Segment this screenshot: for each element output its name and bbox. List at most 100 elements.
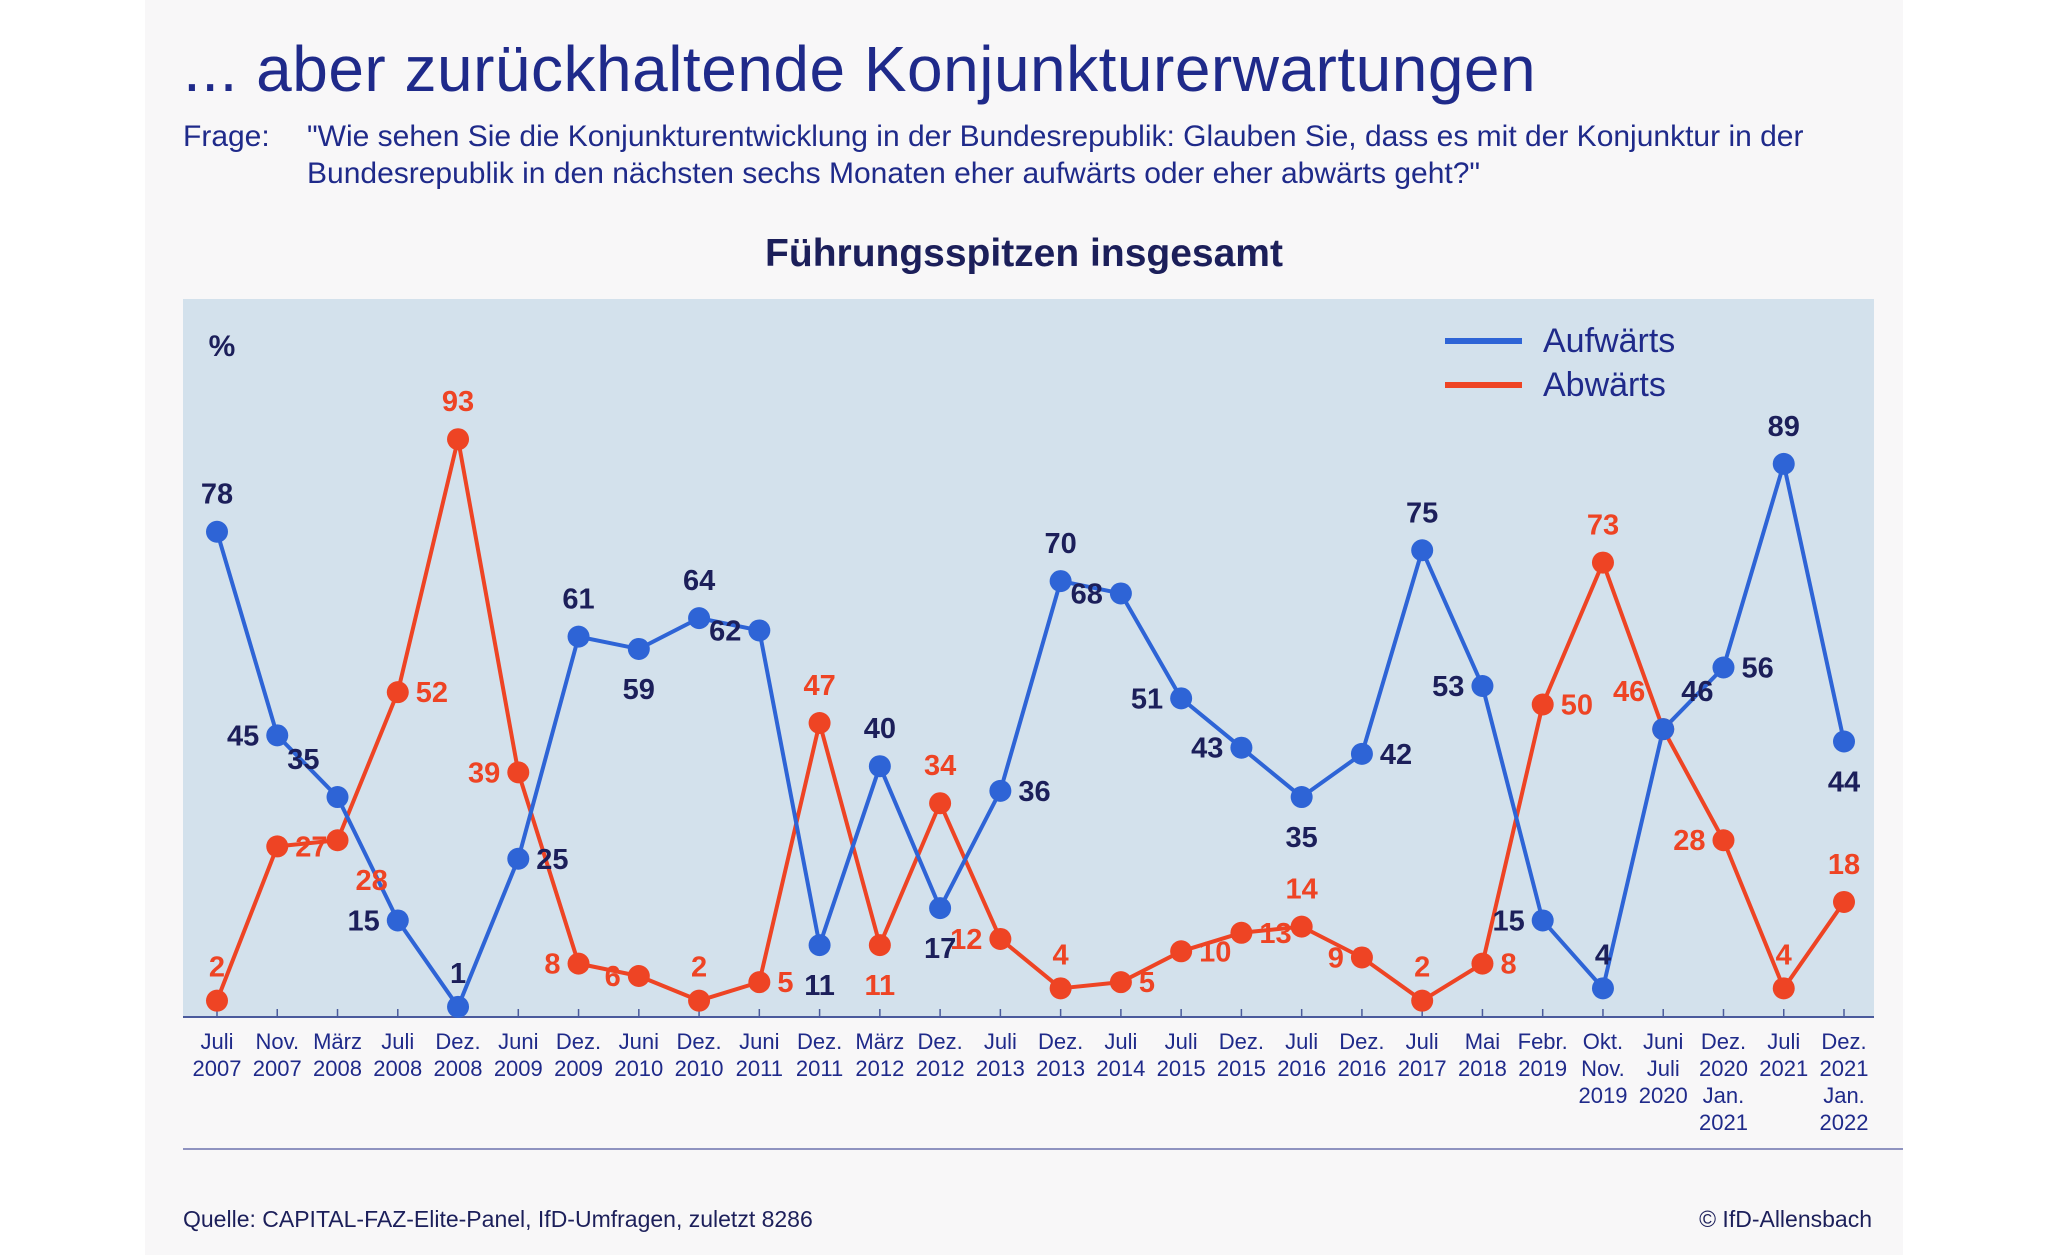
data-label-aufwaerts: 78: [201, 479, 233, 511]
x-tick-label: März: [855, 1029, 904, 1054]
data-point-abwaerts: [1411, 989, 1434, 1012]
data-point-abwaerts: [748, 971, 771, 994]
series-line-abwaerts: [215, 437, 1846, 1003]
x-tick-label: März: [313, 1029, 362, 1054]
data-label-abwaerts: 13: [1259, 918, 1291, 950]
data-point-abwaerts: [447, 428, 470, 451]
x-tick-label: Dez.: [1038, 1029, 1083, 1054]
data-point-aufwaerts: [1531, 909, 1554, 932]
data-label-abwaerts: 2: [691, 952, 707, 984]
data-label-abwaerts: 9: [1328, 942, 1344, 974]
x-tick-label: Nov.: [1581, 1056, 1625, 1081]
x-tick-label: 2019: [1518, 1056, 1567, 1081]
legend-label-abwaerts: Abwärts: [1543, 366, 1666, 404]
data-label-abwaerts: 4: [1053, 939, 1069, 971]
chart-subtitle: Führungsspitzen insgesamt: [765, 232, 1283, 275]
data-point-abwaerts: [688, 989, 711, 1012]
data-label-abwaerts: 2: [1414, 952, 1430, 984]
data-label-aufwaerts: 75: [1406, 497, 1438, 529]
data-label-aufwaerts: 15: [348, 905, 380, 937]
data-label-aufwaerts: 35: [287, 744, 319, 776]
x-tick-label: Juli: [1285, 1029, 1318, 1054]
data-point-aufwaerts: [1109, 582, 1132, 605]
data-label-abwaerts: 27: [295, 831, 327, 863]
x-tick-label: 2010: [614, 1056, 663, 1081]
x-tick-label: 2021: [1699, 1110, 1748, 1135]
data-label-aufwaerts: 45: [227, 720, 259, 752]
data-label-aufwaerts: 62: [709, 615, 741, 647]
legend-label-aufwaerts: Aufwärts: [1543, 322, 1675, 360]
data-point-aufwaerts: [1230, 736, 1253, 759]
x-tick-label: Juli: [1767, 1029, 1800, 1054]
data-label-abwaerts: 93: [442, 386, 474, 418]
data-label-abwaerts: 34: [924, 750, 956, 782]
data-label-abwaerts: 39: [468, 757, 500, 789]
data-label-abwaerts: 5: [777, 967, 793, 999]
x-tick-label: Dez.: [1339, 1029, 1384, 1054]
data-label-abwaerts: 28: [356, 865, 388, 897]
data-label-abwaerts: 12: [950, 924, 982, 956]
chart-title: ... aber zurückhaltende Konjunkturerwart…: [183, 33, 1537, 105]
source-note: Quelle: CAPITAL-FAZ-Elite-Panel, IfD-Umf…: [183, 1206, 813, 1232]
data-label-aufwaerts: 51: [1131, 683, 1163, 715]
data-label-aufwaerts: 89: [1768, 411, 1800, 443]
x-tick-label: Dez.: [1219, 1029, 1264, 1054]
data-point-aufwaerts: [266, 724, 289, 747]
data-label-aufwaerts: 64: [683, 565, 715, 597]
x-tick-label: Juli: [381, 1029, 414, 1054]
y-axis-unit-label: %: [209, 330, 236, 363]
data-point-aufwaerts: [1652, 718, 1675, 741]
data-point-aufwaerts: [929, 897, 952, 920]
data-label-abwaerts: 11: [865, 970, 896, 1002]
plot-area: [183, 299, 1874, 1017]
x-tick-label: Dez.: [1701, 1029, 1746, 1054]
data-label-abwaerts: 10: [1199, 936, 1231, 968]
data-label-aufwaerts: 43: [1191, 733, 1223, 765]
data-label-abwaerts: 46: [1613, 676, 1645, 708]
x-tick-label: 2008: [313, 1056, 362, 1081]
x-tick-label: 2013: [976, 1056, 1025, 1081]
x-tick-label: Juni: [1643, 1029, 1683, 1054]
data-point-abwaerts: [1591, 551, 1614, 574]
data-point-aufwaerts: [868, 755, 891, 778]
data-point-abwaerts: [929, 792, 952, 815]
data-label-aufwaerts: 70: [1044, 528, 1076, 560]
data-point-abwaerts: [627, 964, 650, 987]
data-label-aufwaerts: 15: [1492, 905, 1524, 937]
data-label-abwaerts: 18: [1828, 849, 1860, 881]
data-point-abwaerts: [989, 927, 1012, 950]
data-label-aufwaerts: 17: [924, 933, 956, 965]
x-tick-label: Nov.: [255, 1029, 299, 1054]
data-point-aufwaerts: [1049, 570, 1072, 593]
x-tick-label: 2011: [736, 1056, 783, 1081]
data-point-aufwaerts: [206, 520, 228, 543]
data-label-abwaerts: 47: [803, 670, 835, 702]
x-tick-label: 2008: [434, 1056, 483, 1081]
data-label-aufwaerts: 56: [1741, 652, 1773, 684]
x-tick-label: 2012: [855, 1056, 904, 1081]
x-tick-label: 2018: [1458, 1056, 1507, 1081]
data-point-abwaerts: [1230, 921, 1253, 944]
data-point-abwaerts: [868, 934, 891, 957]
data-point-abwaerts: [1772, 977, 1795, 1000]
data-label-aufwaerts: 61: [562, 584, 594, 616]
data-label-abwaerts: 4: [1776, 939, 1792, 971]
x-tick-label: 2010: [675, 1056, 724, 1081]
x-tick-label: 2014: [1096, 1056, 1145, 1081]
data-point-abwaerts: [206, 989, 228, 1012]
x-tick-label: 2015: [1217, 1056, 1266, 1081]
x-tick-label: 2020: [1699, 1056, 1748, 1081]
data-point-abwaerts: [1712, 829, 1735, 852]
data-label-aufwaerts: 1: [450, 958, 466, 990]
x-tick-label: 2015: [1157, 1056, 1206, 1081]
data-label-aufwaerts: 36: [1018, 776, 1050, 808]
x-tick-label: Dez.: [1821, 1029, 1866, 1054]
data-label-abwaerts: 5: [1139, 967, 1155, 999]
data-point-aufwaerts: [447, 995, 470, 1018]
data-point-aufwaerts: [1411, 539, 1434, 562]
copyright-note: © IfD-Allensbach: [1699, 1206, 1872, 1232]
x-tick-label: Juni: [619, 1029, 659, 1054]
data-point-abwaerts: [808, 712, 831, 735]
data-point-abwaerts: [567, 952, 590, 975]
